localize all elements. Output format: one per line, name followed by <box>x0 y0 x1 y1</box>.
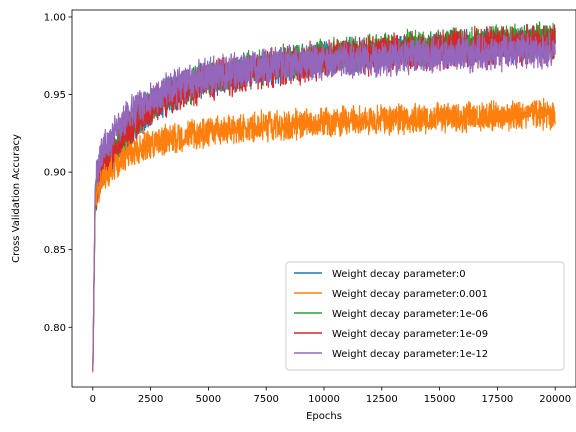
y-tick-label: 1.00 <box>44 12 66 23</box>
x-tick-label: 12500 <box>366 394 398 405</box>
legend-entry: Weight decay parameter:1e-06 <box>332 309 488 320</box>
x-tick-label: 2500 <box>138 394 163 405</box>
x-tick-label: 15000 <box>424 394 456 405</box>
x-tick-label: 5000 <box>196 394 221 405</box>
series-line <box>92 31 556 371</box>
legend: Weight decay parameter:0 Weight decay par… <box>285 261 565 371</box>
legend-entry: Weight decay parameter:0.001 <box>332 289 488 300</box>
legend-entry: Weight decay parameter:1e-12 <box>332 349 488 360</box>
legend-entry: Weight decay parameter:0 <box>332 269 466 280</box>
y-tick-label: 0.85 <box>44 245 66 256</box>
x-axis-ticks: 0 2500 5000 7500 10000 12500 15000 17500 20000 <box>90 387 571 405</box>
x-tick-label: 0 <box>90 394 96 405</box>
series-layer <box>92 21 556 373</box>
x-tick-label: 17500 <box>481 394 513 405</box>
x-tick-label: 10000 <box>308 394 340 405</box>
series-line <box>92 97 556 372</box>
x-tick-label: 20000 <box>539 394 571 405</box>
y-tick-label: 0.90 <box>44 168 66 179</box>
y-tick-label: 0.95 <box>44 90 66 101</box>
x-tick-label: 7500 <box>253 394 278 405</box>
legend-entry: Weight decay parameter:1e-09 <box>332 329 488 340</box>
y-tick-label: 0.80 <box>44 323 66 334</box>
x-axis-label: Epochs <box>306 411 342 422</box>
y-axis-label: Cross Validation Accuracy <box>11 134 22 263</box>
y-axis-ticks: 0.80 0.85 0.90 0.95 1.00 <box>44 12 72 334</box>
axes-frame <box>71 9 576 388</box>
legend-box <box>285 261 565 371</box>
